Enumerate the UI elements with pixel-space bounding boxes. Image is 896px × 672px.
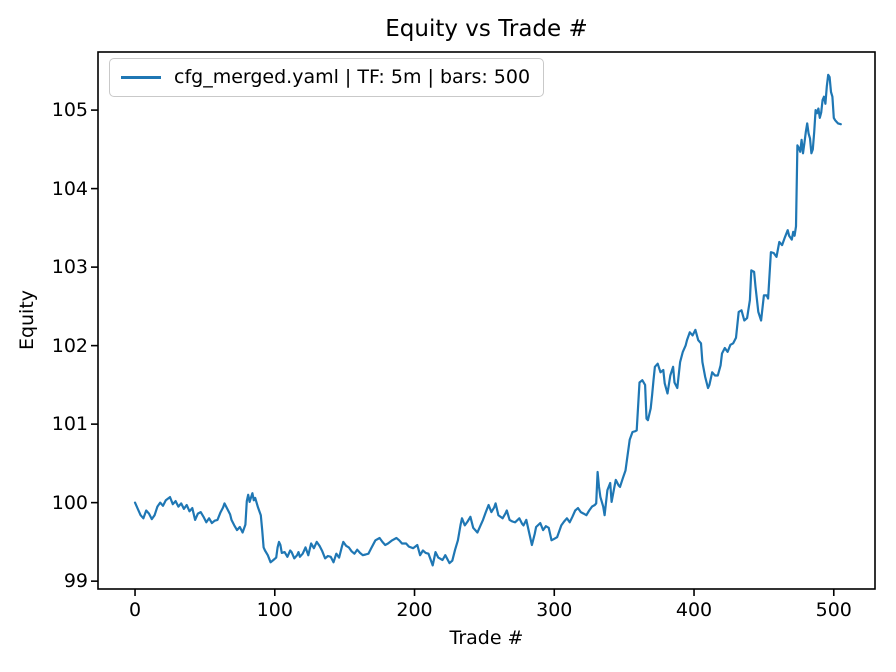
x-tick-label: 200 <box>396 599 433 621</box>
legend: cfg_merged.yaml | TF: 5m | bars: 500 <box>109 58 545 97</box>
legend-label: cfg_merged.yaml | TF: 5m | bars: 500 <box>174 65 531 88</box>
y-tick-label: 103 <box>51 256 88 279</box>
x-tick-label: 400 <box>675 599 713 621</box>
axis-tick-marks <box>91 109 835 596</box>
y-tick-label: 101 <box>51 413 88 436</box>
x-axis-label: Trade # <box>449 627 524 649</box>
equity-curve <box>133 73 842 567</box>
plot-spines <box>97 51 876 590</box>
y-tick-label: 105 <box>51 99 88 122</box>
chart-title: Equity vs Trade # <box>385 16 588 42</box>
x-tick-label: 300 <box>536 599 573 621</box>
y-tick-label: 100 <box>51 491 88 514</box>
y-tick-label: 99 <box>63 570 88 593</box>
x-tick-label: 500 <box>815 599 852 621</box>
x-tick-label: 100 <box>256 599 293 621</box>
y-tick-label: 104 <box>51 177 88 200</box>
x-tick-label: 0 <box>128 599 142 621</box>
y-tick-label: 102 <box>51 334 88 357</box>
legend-line-sample <box>121 76 161 79</box>
